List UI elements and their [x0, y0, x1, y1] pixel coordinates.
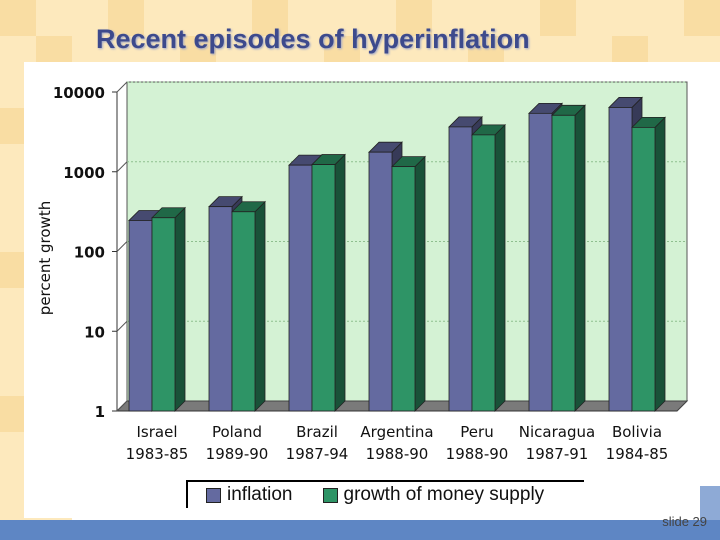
x-category-period: 1989-90	[206, 445, 269, 463]
x-category-period: 1987-94	[286, 445, 349, 463]
y-tick-label: 1000	[63, 164, 105, 182]
bar-money-growth	[231, 200, 266, 412]
bar-money-growth-front	[311, 164, 336, 412]
y-tick-depth	[116, 81, 128, 93]
legend-item-inflation: inflation	[206, 484, 293, 506]
chart-legend: inflation growth of money supply	[186, 480, 584, 508]
legend-item-money-growth: growth of money supply	[322, 484, 545, 506]
x-category-label: Israel	[137, 423, 178, 441]
bar-money-growth-side	[174, 206, 186, 412]
bar-money-growth-side	[494, 123, 506, 412]
bar-inflation-front	[368, 151, 393, 412]
bar-money-growth	[391, 155, 426, 412]
x-category-label: Poland	[212, 423, 262, 441]
x-category-period: 1988-90	[366, 445, 429, 463]
x-category-period: 1984-85	[606, 445, 669, 463]
bar-money-growth	[151, 206, 186, 412]
x-category-label: Bolivia	[612, 423, 662, 441]
y-tick-label: 10	[84, 323, 105, 341]
x-category-label: Nicaragua	[519, 423, 595, 441]
legend-swatch-money-growth	[322, 487, 338, 503]
x-category-period: 1988-90	[446, 445, 509, 463]
x-category-label: Peru	[460, 423, 493, 441]
bar-money-growth-front	[151, 217, 176, 412]
x-category-label: Brazil	[296, 423, 338, 441]
bar-money-growth	[551, 104, 586, 412]
bar-money-growth-side	[654, 116, 666, 412]
legend-swatch-inflation	[206, 487, 221, 503]
y-tick-label: 100	[74, 244, 105, 262]
bar-inflation-front	[288, 164, 313, 412]
bar-money-growth-front	[471, 134, 496, 412]
legend-label-inflation: inflation	[227, 484, 293, 505]
x-category-period: 1987-91	[526, 445, 589, 463]
x-axis-labels: Israel 1983-85 Poland 1989-90 Brazil 1987-94 A…	[126, 423, 669, 463]
bar-inflation-front	[528, 112, 553, 412]
y-tick-label: 1	[95, 403, 105, 421]
bar-money-growth-front	[391, 166, 416, 412]
y-tick-depth	[116, 400, 128, 412]
y-tick-depth	[116, 241, 128, 252]
bar-money-growth	[631, 116, 666, 412]
bar-money-growth-side	[254, 200, 266, 412]
y-tick-label: 10000	[53, 84, 105, 102]
legend-label-money-growth: growth of money supply	[343, 484, 545, 505]
slide-number: slide 29	[662, 514, 707, 529]
y-tick-depth	[116, 320, 128, 332]
bar-money-growth-front	[631, 126, 656, 412]
bars	[128, 96, 666, 412]
bar-money-growth-side	[414, 155, 426, 412]
bar-money-growth	[471, 123, 506, 412]
y-axis: 1 10 100 1000 10000	[53, 81, 128, 421]
x-category-period: 1983-85	[126, 445, 189, 463]
x-category-label: Argentina	[360, 423, 433, 441]
bar-money-growth-front	[551, 114, 576, 412]
bar-inflation-front	[448, 126, 473, 412]
bar-money-growth-side	[574, 104, 586, 412]
bar-money-growth	[311, 153, 346, 412]
bar-inflation-front	[128, 220, 153, 412]
y-tick-depth	[116, 161, 128, 173]
bar-money-growth-front	[231, 211, 256, 412]
bar-inflation-front	[208, 206, 233, 412]
slide-title: Recent episodes of hyperinflation	[96, 24, 530, 54]
bar-inflation-front	[608, 107, 633, 412]
bar-money-growth-side	[334, 153, 346, 412]
y-axis-title: percent growth	[36, 201, 54, 315]
